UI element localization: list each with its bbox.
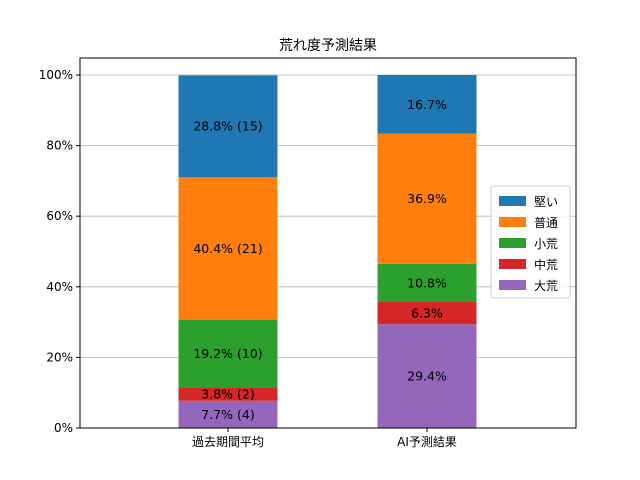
bar-segment-label: 16.7%: [407, 97, 447, 112]
bar-segment-label: 19.2% (10): [193, 346, 262, 361]
bar-segment-label: 6.3%: [411, 306, 443, 321]
bar-segment: [377, 75, 477, 134]
legend-box: [490, 185, 571, 299]
bar-segment-label: 40.4% (21): [193, 241, 262, 256]
segment-labels: 7.7% (4) 3.8% (2) 19.2% (10) 40.4% (21) 28.8…: [193, 97, 447, 422]
legend-swatch: [499, 238, 526, 248]
x-axis: 過去期間平均 AI予測結果: [192, 428, 457, 449]
x-tick-label: 過去期間平均: [192, 435, 264, 449]
y-tick-label: 20%: [46, 350, 73, 364]
bar-segment: [178, 387, 278, 401]
bar-segment-label: 3.8% (2): [201, 387, 254, 402]
y-axis: 0% 20% 40% 60% 80% 100%: [39, 68, 80, 435]
bar-segment: [377, 133, 477, 264]
plot-frame: [79, 57, 577, 429]
bar-segment-label: 29.4%: [407, 369, 447, 384]
bar-segment: [377, 263, 477, 302]
bar-segment: [178, 319, 278, 388]
bar-segment: [377, 301, 477, 325]
legend-label: 普通: [534, 216, 558, 230]
y-tick-label: 80%: [46, 139, 73, 153]
legend-swatch: [499, 280, 526, 290]
bar-segment-label: 36.9%: [407, 191, 447, 206]
y-tick-label: 60%: [46, 209, 73, 223]
bars: [178, 75, 477, 428]
legend-label: 中荒: [534, 257, 558, 272]
legend-swatch: [499, 196, 526, 206]
y-tick-label: 100%: [39, 68, 73, 82]
y-tick-label: 0%: [54, 421, 73, 435]
chart-title: 荒れ度予測結果: [279, 38, 377, 54]
bar-segment: [377, 324, 477, 428]
bar-segment-label: 7.7% (4): [201, 407, 254, 422]
y-tick-label: 40%: [46, 280, 73, 294]
legend-label: 堅い: [534, 195, 558, 209]
bar-segment: [178, 177, 278, 320]
legend-label: 小荒: [534, 237, 558, 251]
legend-label: 大荒: [534, 279, 558, 293]
bar-segment-label: 28.8% (15): [193, 119, 262, 134]
bar-segment-label: 10.8%: [407, 275, 447, 290]
bar-segment: [178, 75, 278, 178]
bar-segment: [178, 400, 278, 428]
legend-swatch: [499, 259, 526, 269]
x-tick-label: AI予測結果: [397, 435, 457, 449]
legend-swatch: [499, 217, 526, 227]
